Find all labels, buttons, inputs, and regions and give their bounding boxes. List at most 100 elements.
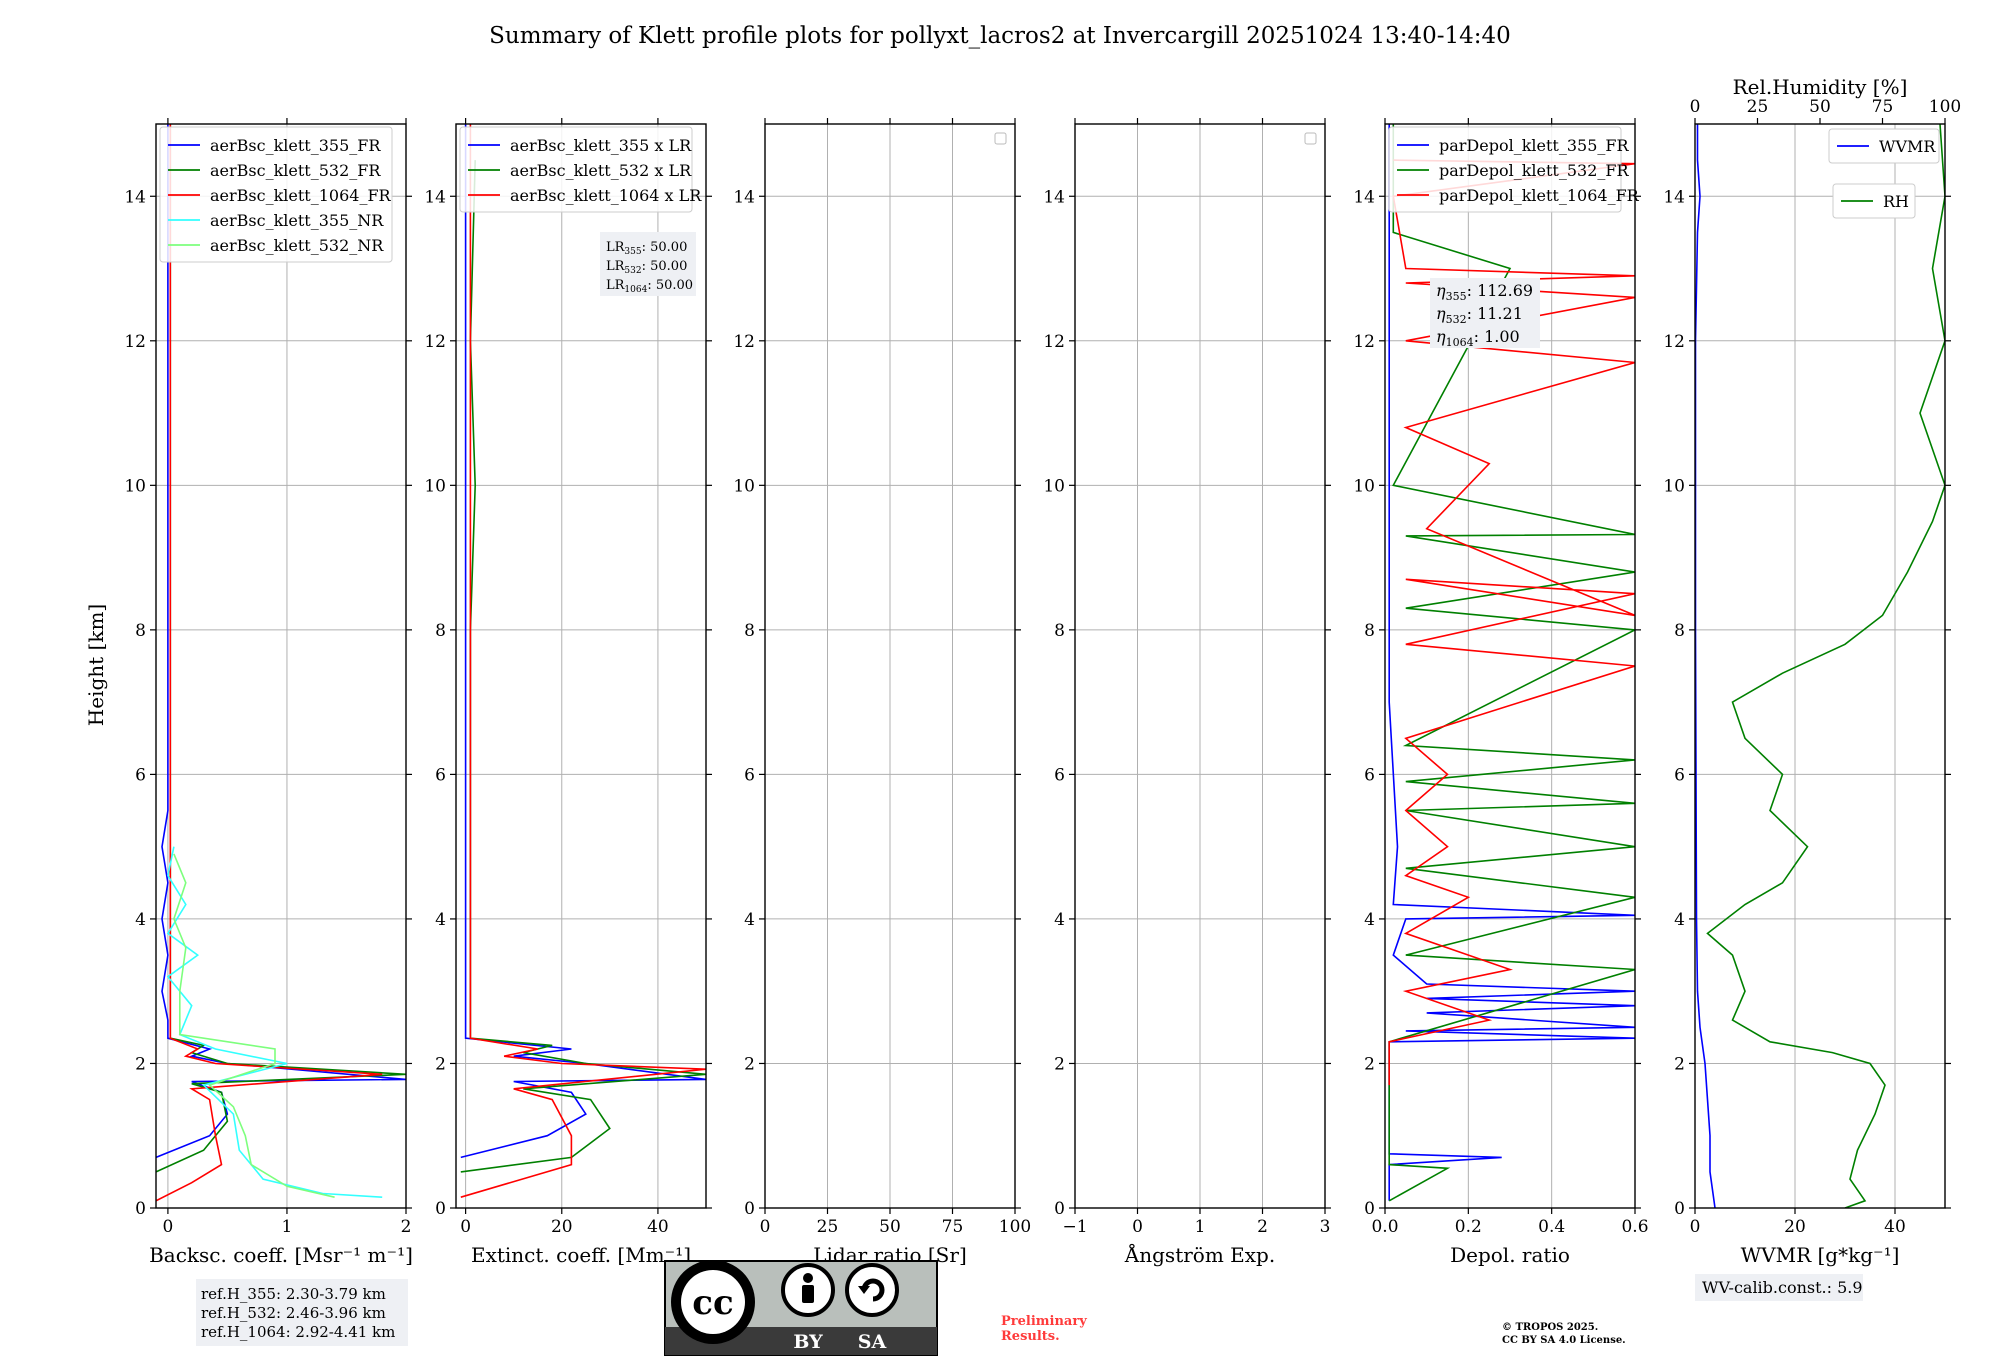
sa-share-alike-icon xyxy=(845,1263,899,1317)
legend-box-rh xyxy=(1832,183,1916,219)
legend-label: aerBsc_klett_532_NR xyxy=(210,236,384,255)
y-tick-label: 10 xyxy=(424,476,446,496)
empty-legend-box xyxy=(994,132,1007,145)
rh-axis-label: Rel.Humidity [%] xyxy=(1733,75,1908,99)
y-tick-label: 4 xyxy=(435,910,446,930)
x-tick-label: 2 xyxy=(401,1217,412,1237)
y-tick-label: 6 xyxy=(1364,765,1375,785)
legend-label: aerBsc_klett_532 x LR xyxy=(510,161,692,180)
legend-label: parDepol_klett_1064_FR xyxy=(1439,186,1640,205)
license-label-by: BY xyxy=(793,1331,823,1353)
rh-tick-label: 100 xyxy=(1929,97,1961,117)
x-tick-label: 40 xyxy=(1884,1217,1906,1237)
cc-license-badge: cc BY SA xyxy=(664,1260,938,1356)
lidar-ratio-value: LR1064: 50.00 xyxy=(606,278,693,295)
x-tick-label: 0.4 xyxy=(1538,1217,1565,1237)
wv-calib-constant: WV-calib.const.: 5.9 xyxy=(1702,1278,1863,1297)
ref-height-1064: ref.H_1064: 2.92-4.41 km xyxy=(201,1323,395,1341)
figure-title: Summary of Klett profile plots for polly… xyxy=(489,23,1511,49)
series-line-parDepol_klett_532_FR xyxy=(1388,124,1635,1202)
legend-label: aerBsc_klett_532_FR xyxy=(210,161,381,180)
y-tick-label: 12 xyxy=(733,332,755,352)
legend-label: parDepol_klett_355_FR xyxy=(1439,136,1630,155)
rh-tick-label: 25 xyxy=(1747,97,1769,117)
x-axis-label: Extinct. coeff. [Mm⁻¹] xyxy=(471,1243,691,1267)
legend-box-wvmr xyxy=(1828,128,1940,164)
y-axis-label: Height [km] xyxy=(84,604,108,726)
axes-frame xyxy=(155,123,407,1209)
x-tick-label: 0 xyxy=(1690,1217,1701,1237)
series-line-WVMR xyxy=(1695,124,1716,1208)
legend-label: aerBsc_klett_1064 x LR xyxy=(510,186,702,205)
legend-box xyxy=(1388,126,1622,213)
y-tick-label: 2 xyxy=(1054,1054,1065,1074)
y-tick-label: 4 xyxy=(744,910,755,930)
gridlines xyxy=(764,124,1016,1209)
y-tick-label: 2 xyxy=(135,1054,146,1074)
y-tick-label: 0 xyxy=(1054,1199,1065,1219)
legend-label: RH xyxy=(1883,192,1909,211)
x-tick-label: 0.0 xyxy=(1371,1217,1398,1237)
ref-height-annotation: ref.H_355: 2.30-3.79 km ref.H_532: 2.46-… xyxy=(196,1279,408,1346)
y-tick-label: 10 xyxy=(1663,476,1685,496)
x-tick-label: 100 xyxy=(999,1217,1031,1237)
y-tick-label: 6 xyxy=(744,765,755,785)
x-tick-label: 0 xyxy=(1132,1217,1143,1237)
y-tick-label: 14 xyxy=(124,187,146,207)
y-tick-label: 14 xyxy=(1353,187,1375,207)
lidar-ratio-annotation: LR355: 50.00 LR532: 50.00 LR1064: 50.00 xyxy=(600,232,696,296)
y-tick-label: 8 xyxy=(135,621,146,641)
series-line-aerBsc_klett_355_NR xyxy=(166,846,383,1198)
legend-label: aerBsc_klett_1064_FR xyxy=(210,186,392,205)
y-tick-label: 14 xyxy=(1043,187,1065,207)
y-tick-label: 10 xyxy=(1353,476,1375,496)
legend-label: parDepol_klett_532_FR xyxy=(1439,161,1630,180)
x-tick-label: 1 xyxy=(282,1217,293,1237)
x-tick-label: 0 xyxy=(460,1217,471,1237)
copyright-line1: © TROPOS 2025. xyxy=(1502,1322,1598,1333)
legend-box xyxy=(159,126,393,263)
license-label-sa: SA xyxy=(858,1331,887,1353)
x-tick-label: 0 xyxy=(760,1217,771,1237)
y-tick-label: 12 xyxy=(1043,332,1065,352)
y-tick-label: 0 xyxy=(435,1199,446,1219)
y-tick-label: 2 xyxy=(435,1054,446,1074)
y-tick-label: 12 xyxy=(424,332,446,352)
by-person-icon xyxy=(781,1263,835,1317)
y-tick-label: 12 xyxy=(1353,332,1375,352)
y-tick-label: 2 xyxy=(744,1054,755,1074)
x-axis-label: Ångström Exp. xyxy=(1124,1242,1275,1267)
x-tick-label: 25 xyxy=(817,1217,839,1237)
axes-frame xyxy=(1694,123,1946,1209)
y-tick-label: 4 xyxy=(135,910,146,930)
ref-height-355: ref.H_355: 2.30-3.79 km xyxy=(201,1285,386,1303)
x-tick-label: −1 xyxy=(1062,1217,1087,1237)
y-tick-label: 4 xyxy=(1364,910,1375,930)
y-tick-label: 8 xyxy=(1364,621,1375,641)
eta-value: η1064: 1.00 xyxy=(1436,327,1520,349)
legend-box xyxy=(459,126,693,213)
y-tick-label: 4 xyxy=(1674,910,1685,930)
preliminary-text-line2: Results. xyxy=(1001,1329,1060,1344)
x-tick-label: 20 xyxy=(1784,1217,1806,1237)
x-tick-label: 0.2 xyxy=(1455,1217,1482,1237)
x-axis-label: Backsc. coeff. [Msr⁻¹ m⁻¹] xyxy=(149,1243,413,1267)
y-tick-label: 0 xyxy=(744,1199,755,1219)
x-tick-label: 0.6 xyxy=(1621,1217,1648,1237)
y-tick-label: 6 xyxy=(435,765,446,785)
axes-frame xyxy=(1384,123,1636,1209)
y-tick-label: 0 xyxy=(1674,1199,1685,1219)
axes-frame xyxy=(455,123,707,1209)
preliminary-text-line1: Preliminary xyxy=(1001,1314,1087,1329)
x-tick-label: 50 xyxy=(879,1217,901,1237)
y-tick-label: 2 xyxy=(1674,1054,1685,1074)
rh-tick-label: 50 xyxy=(1809,97,1831,117)
y-tick-label: 4 xyxy=(1054,910,1065,930)
empty-legend-box xyxy=(1304,132,1317,145)
y-tick-label: 6 xyxy=(135,765,146,785)
cc-icon: cc xyxy=(671,1260,755,1344)
svg-text:cc: cc xyxy=(692,1283,733,1323)
y-tick-label: 0 xyxy=(135,1199,146,1219)
